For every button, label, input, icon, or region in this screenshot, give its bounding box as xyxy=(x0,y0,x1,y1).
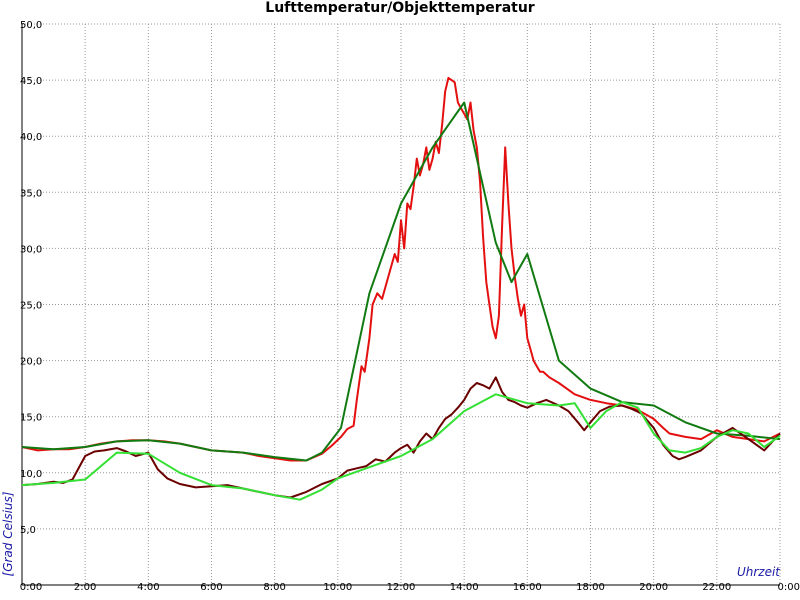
x-tick-label: 6:00 xyxy=(200,582,222,593)
y-tick-label: 5,0 xyxy=(20,525,36,536)
x-axis-label: Uhrzeit xyxy=(736,565,780,579)
x-tick-label: 18:00 xyxy=(576,582,605,593)
x-tick-label: 0:00 xyxy=(778,582,800,593)
y-tick-label: 30,0 xyxy=(20,244,42,255)
x-tick-label: 10:00 xyxy=(323,582,352,593)
series-line-air-smooth xyxy=(21,101,781,462)
x-tick-label: 16:00 xyxy=(513,582,542,593)
x-tick-label: 14:00 xyxy=(450,582,479,593)
x-tick-label: 4:00 xyxy=(137,582,159,593)
y-tick-label: 45,0 xyxy=(20,76,42,87)
chart-title: Lufttemperatur/Objekttemperatur xyxy=(265,0,535,16)
series-line-object-raw xyxy=(21,376,781,499)
y-tick-label: 15,0 xyxy=(20,413,42,424)
x-tick-label: 12:00 xyxy=(387,582,416,593)
y-tick-label: 10,0 xyxy=(20,469,42,480)
x-tick-label: 0:00 xyxy=(20,582,42,593)
x-tick-label: 2:00 xyxy=(74,582,96,593)
y-tick-label: 40,0 xyxy=(20,132,42,143)
y-tick-label: 35,0 xyxy=(20,188,42,199)
y-tick-label: 25,0 xyxy=(20,301,42,312)
x-tick-label: 22:00 xyxy=(702,582,731,593)
y-tick-label: 20,0 xyxy=(20,357,42,368)
series-line-air-raw xyxy=(21,76,781,462)
x-tick-label: 8:00 xyxy=(263,582,285,593)
y-tick-label: 50,0 xyxy=(20,20,42,31)
x-tick-label: 20:00 xyxy=(639,582,668,593)
series-line-object-smooth xyxy=(21,393,781,501)
